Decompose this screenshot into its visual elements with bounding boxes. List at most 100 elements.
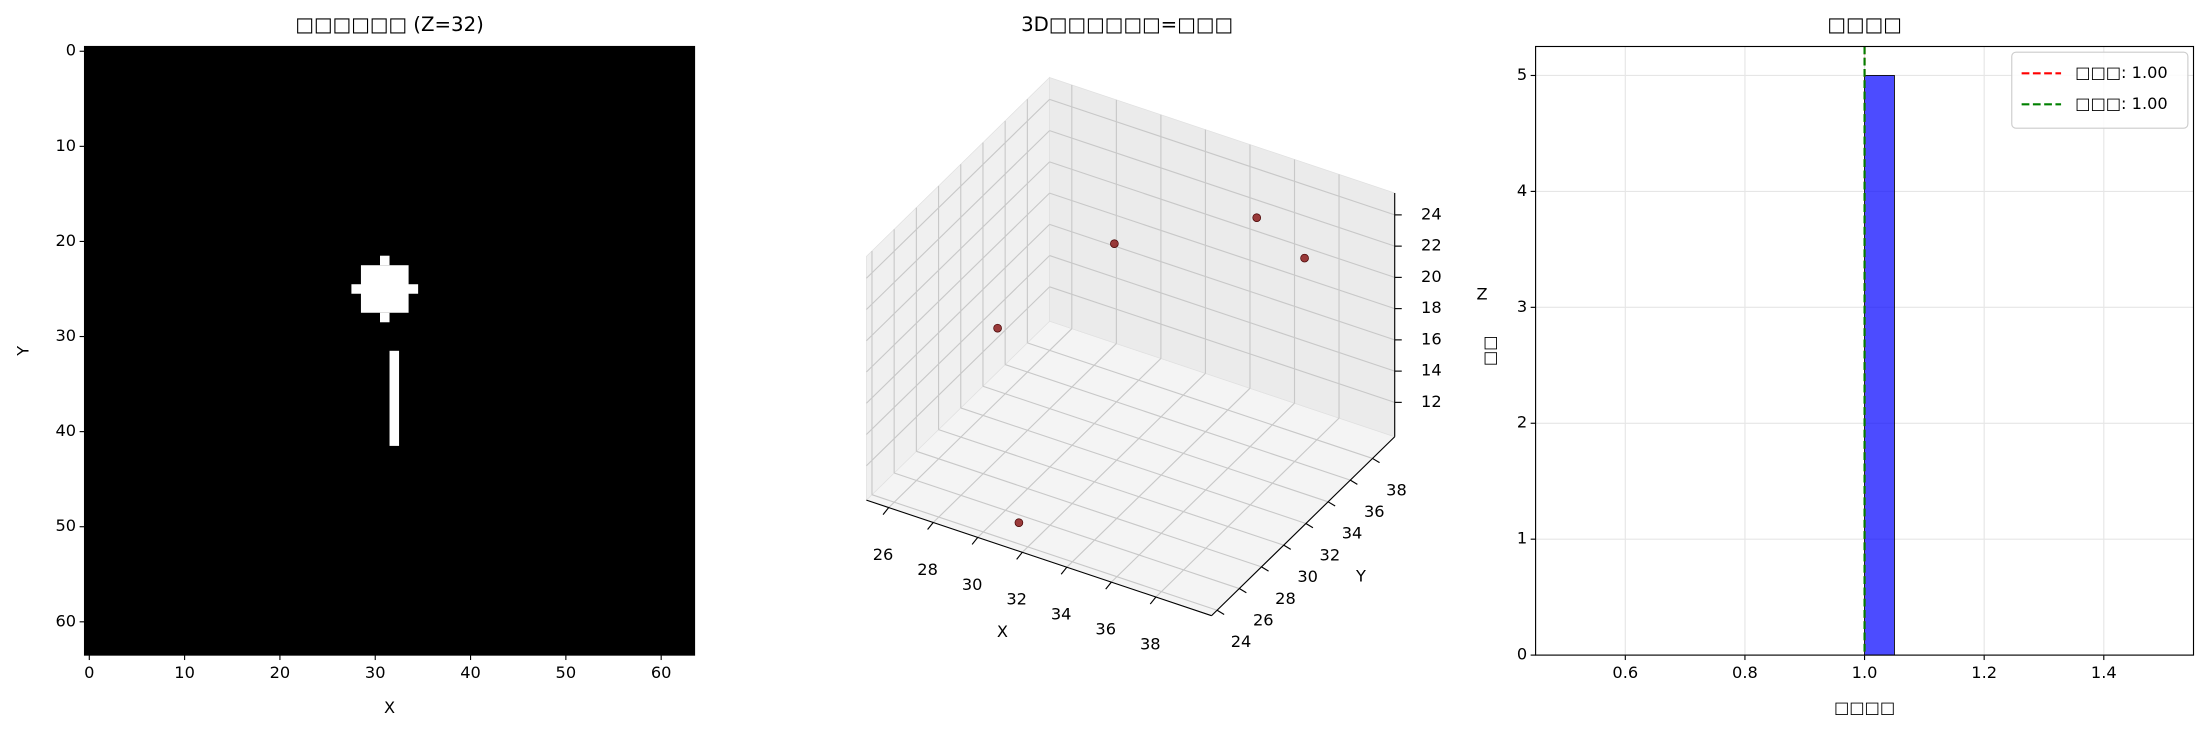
- x-tick-label: 34: [1051, 605, 1072, 624]
- y-tick-label: 20: [55, 231, 76, 250]
- y-tick-label: 3: [1517, 297, 1527, 316]
- x-tick-label: 10: [174, 663, 195, 682]
- y-axis-line: [1211, 436, 1396, 617]
- grid-line: [1066, 387, 1251, 568]
- grid-line: [1155, 417, 1340, 598]
- grid-line: [866, 98, 1050, 279]
- point: [1300, 253, 1309, 263]
- y-tick-label: 0: [66, 41, 76, 60]
- x-tick-label: 60: [651, 663, 672, 682]
- legend-box: [2011, 51, 2189, 129]
- z-axis-label: Z: [1477, 285, 1488, 304]
- grid-line: [1049, 161, 1395, 278]
- point: [1014, 518, 1024, 527]
- grid-line: [1021, 372, 1206, 553]
- grid-line: [977, 358, 1162, 538]
- grid-line: [866, 130, 1050, 310]
- image-background: [84, 46, 695, 656]
- grid-line: [871, 494, 1218, 611]
- y-tick-label: 34: [1342, 524, 1363, 543]
- x-tick-label: 1.0: [1852, 663, 1878, 682]
- x-tick-label: 0: [84, 663, 94, 682]
- z-tick-label: 12: [1421, 392, 1442, 411]
- pixel-region: [389, 350, 400, 446]
- x-tick-label: 1.2: [1971, 663, 1997, 682]
- x-tick-label: 38: [1140, 634, 1161, 653]
- point: [1110, 239, 1119, 248]
- x-tick-label: 1.4: [2091, 663, 2117, 682]
- pixel-region: [380, 255, 390, 266]
- y-tick-label: 30: [1297, 567, 1318, 586]
- grid-line: [1049, 255, 1395, 372]
- x-tick-label: 50: [556, 663, 577, 682]
- grid-line: [1110, 402, 1295, 583]
- grid-line: [866, 255, 1050, 435]
- x-tick-label: 0.8: [1732, 663, 1758, 682]
- x-axis-label: X: [997, 622, 1008, 641]
- grid-line: [866, 192, 1050, 373]
- y-tick-label: 26: [1253, 610, 1274, 629]
- y-tick-label: 40: [55, 421, 76, 440]
- grid-line: [893, 472, 1240, 590]
- grid-line: [866, 223, 1050, 404]
- x-tick-label: 20: [270, 663, 291, 682]
- y-tick: [1283, 544, 1292, 550]
- y-tick-label: 32: [1320, 545, 1341, 564]
- y-tick: [1305, 523, 1314, 529]
- x-tick: [882, 507, 890, 515]
- chart-title: □□□□: [1827, 13, 1902, 36]
- grid-line: [866, 161, 1050, 342]
- pixel-region: [380, 312, 390, 323]
- y-tick-label: 0: [1517, 645, 1527, 664]
- grid-line: [1004, 364, 1351, 481]
- grid-line: [932, 343, 1117, 523]
- x-tick-label: 40: [460, 663, 481, 682]
- x-tick-label: 32: [1006, 590, 1027, 609]
- x-tick-label: 30: [962, 575, 983, 594]
- grid-line: [1027, 342, 1373, 459]
- x-tick-label: 30: [365, 663, 386, 682]
- y-axis-label: □□: [1480, 336, 1499, 367]
- legend-label: □□□: 1.00: [2075, 94, 2168, 113]
- z-tick-label: 14: [1421, 361, 1442, 380]
- point: [993, 323, 1002, 333]
- grid-line: [982, 385, 1329, 503]
- y-tick-label: 36: [1364, 502, 1385, 521]
- x-axis-line: [866, 499, 1212, 617]
- grid-line: [1049, 223, 1395, 341]
- pixel-region: [351, 284, 419, 294]
- grid-line: [1049, 98, 1395, 216]
- y-tick-label: 10: [55, 136, 76, 155]
- y-tick-label: 2: [1517, 413, 1527, 432]
- x-axis-label: □□□□: [1834, 698, 1895, 717]
- z-tick-label: 24: [1421, 204, 1442, 223]
- grid-line: [1049, 130, 1395, 247]
- point: [1252, 213, 1262, 223]
- x-tick: [927, 522, 934, 530]
- x-tick-label: 26: [873, 545, 894, 564]
- y-tick-label: 30: [55, 326, 76, 345]
- x-tick: [971, 537, 979, 545]
- grid-line: [1049, 286, 1395, 403]
- y-tick-label: 1: [1517, 529, 1527, 548]
- grid-line: [916, 450, 1262, 568]
- y-tick: [1261, 566, 1269, 572]
- y-tick: [1372, 457, 1380, 464]
- grid-line: [960, 407, 1307, 525]
- chart-title: 3D□□□□□□=□□□: [1021, 13, 1233, 36]
- bar: [1864, 75, 1895, 656]
- axes-frame: [83, 45, 696, 656]
- y-tick-label: 38: [1386, 480, 1407, 499]
- z-tick-label: 20: [1421, 267, 1442, 286]
- y-tick-label: 4: [1517, 181, 1527, 200]
- y-tick: [1239, 588, 1247, 594]
- x-tick: [1105, 581, 1112, 590]
- grid-line: [1049, 192, 1395, 310]
- y-axis-label: Y: [13, 346, 32, 357]
- grid-line: [866, 286, 1050, 467]
- y-tick-label: 24: [1231, 632, 1252, 651]
- x-tick-label: 28: [917, 560, 938, 579]
- y-tick-label: 5: [1517, 65, 1527, 84]
